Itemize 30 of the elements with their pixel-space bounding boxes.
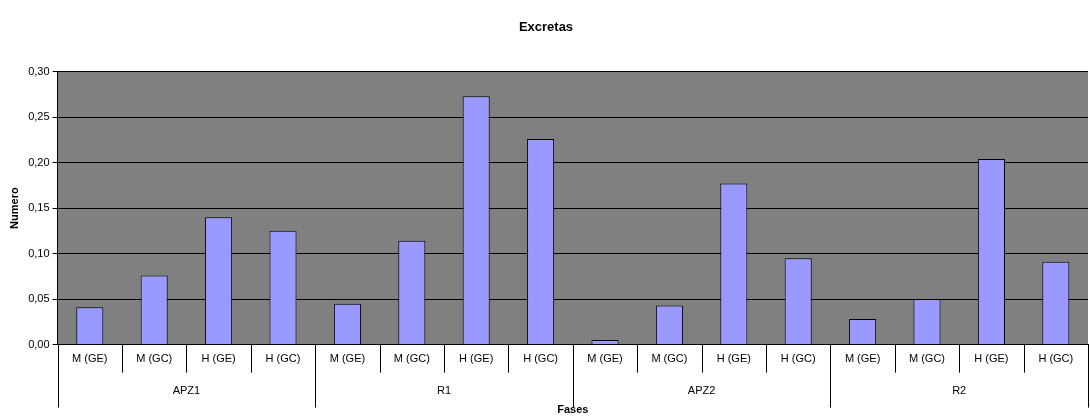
y-tick-label: 0,25 [28,110,50,123]
x-tick-label: M (GE) [844,352,881,365]
x-tick-label: M (GC) [651,352,688,365]
x-tick-label: H (GC) [1038,352,1074,365]
y-tick-label: 0,00 [28,337,50,350]
chart-title: Excretas [518,19,574,35]
x-tick-label: H (GC) [265,352,301,365]
y-tick-label: 0,30 [28,64,50,77]
x-tick-label: H (GE) [201,352,236,365]
y-tick-label: 0,15 [28,201,50,214]
text: APZ1 [172,383,201,396]
x-tick-label: M (GE) [329,352,366,365]
x-tick-label: H (GE) [459,352,494,365]
x-tick-label: H (GC) [523,352,559,365]
y-axis-title: Numero [7,187,20,229]
text: APZ2 [687,383,716,396]
x-tick-label: H (GE) [716,352,751,365]
x-tick-label: M (GC) [393,352,430,365]
y-tick-label: 0,20 [28,155,50,168]
x-tick-label: M (GE) [72,352,108,365]
x-axis-title: Fases [557,403,589,416]
x-tick-label: H (GE) [974,352,1009,365]
x-tick-label: M (GE) [587,352,623,365]
text: R1 [436,383,452,396]
x-tick-label: M (GC) [136,352,173,365]
y-tick-label: 0,05 [28,292,50,305]
y-tick-label: 0,10 [28,246,50,259]
x-tick-label: M (GC) [908,352,946,365]
x-tick-label: H (GC) [780,352,816,365]
text: R2 [952,383,967,396]
